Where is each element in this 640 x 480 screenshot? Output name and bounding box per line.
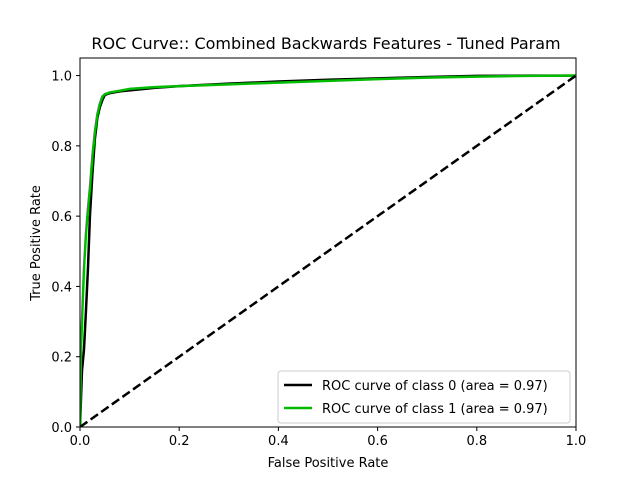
y-tick-label: 0.0 [51, 421, 72, 436]
chart-title: ROC Curve:: Combined Backwards Features … [91, 34, 560, 53]
legend-box [277, 370, 571, 424]
series-line-1 [80, 74, 576, 427]
plot-area [80, 74, 576, 427]
legend-entry-label: ROC curve of class 0 (area = 0.97) [322, 379, 548, 394]
x-axis-label: False Positive Rate [268, 456, 389, 471]
axes-frame [79, 57, 577, 428]
legend: ROC curve of class 0 (area = 0.97) ROC cu… [277, 370, 571, 424]
x-tick-label: 0.6 [367, 434, 388, 449]
chance-diagonal-line [80, 74, 576, 427]
x-tick-label: 0.8 [466, 434, 487, 449]
y-axis-label: True Positive Rate [29, 185, 44, 302]
x-tick-label: 0.4 [268, 434, 289, 449]
y-tick-label: 0.4 [51, 280, 72, 295]
y-tick-label: 0.2 [51, 351, 72, 366]
legend-entry-label: ROC curve of class 1 (area = 0.97) [322, 402, 548, 417]
axes: 0.0 0.2 0.4 0.6 0.8 1.0 0.0 0.2 0.4 0.6 0.8 1.0 [51, 57, 587, 449]
x-tick-label: 0.2 [169, 434, 190, 449]
y-tick-label: 0.6 [51, 210, 72, 225]
x-tick-label: 1.0 [566, 434, 587, 449]
y-tick-label: 0.8 [51, 140, 72, 155]
x-tick-label: 0.0 [70, 434, 91, 449]
y-tick-label: 1.0 [51, 70, 72, 85]
